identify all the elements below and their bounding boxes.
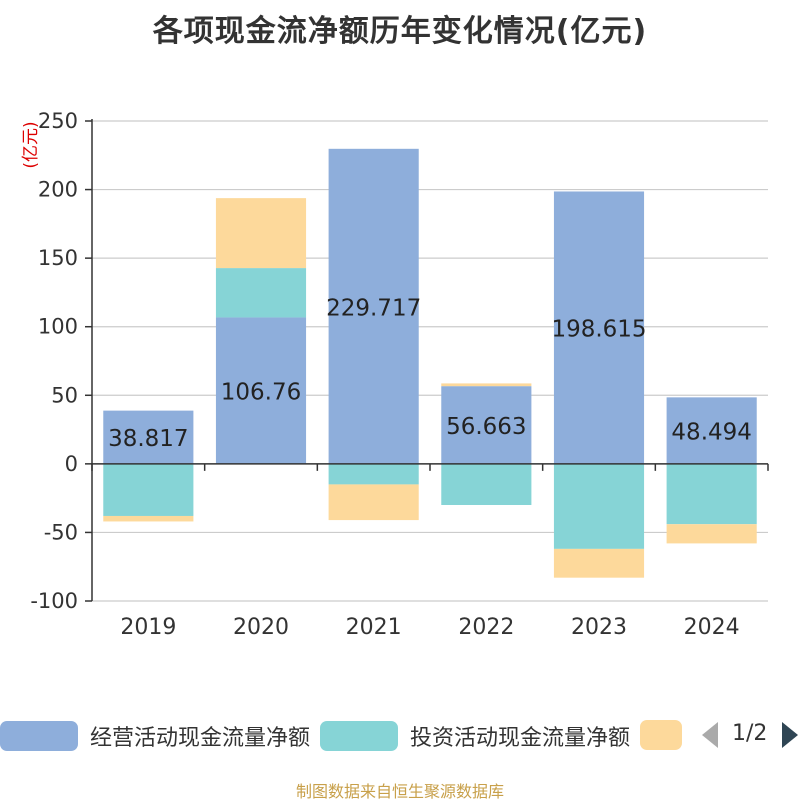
bar-chart: -100 -50 0 50 100 150 200 250 2019 2020 2021 2022 20… — [21, 109, 769, 640]
legend-label-operating: 经营活动现金流量净额 — [90, 726, 311, 751]
bar-segment-series-2 — [328, 484, 419, 521]
bar-segment-series-2 — [103, 515, 194, 522]
bars-layer — [103, 148, 757, 578]
bar-segment-series-0 — [215, 317, 307, 464]
bar-segment-series-0 — [666, 397, 757, 464]
chart-title: 各项现金流净额历年变化情况(亿元) — [152, 14, 648, 49]
legend-item-investing[interactable]: 投资活动现金流量净额 — [320, 720, 630, 752]
bar-segment-series-1 — [103, 463, 194, 516]
y-tick-label: 100 — [38, 315, 78, 339]
x-tick-label: 2022 — [458, 615, 514, 640]
data-label: 38.817 — [108, 426, 188, 452]
bar-segment-series-1 — [553, 463, 645, 549]
y-tick-label: 50 — [51, 383, 78, 407]
legend-swatch-financing — [640, 720, 682, 750]
legend-page-indicator: 1/2 — [732, 721, 768, 746]
bar-segment-series-1 — [441, 463, 532, 505]
data-label: 56.663 — [446, 414, 526, 440]
y-tick-label: 150 — [38, 246, 78, 270]
bar-segment-series-2 — [215, 198, 307, 269]
legend-swatch-operating — [0, 721, 78, 751]
x-tick-label: 2024 — [684, 615, 740, 640]
x-tick-label: 2021 — [346, 615, 402, 640]
bar-segment-series-2 — [553, 548, 645, 578]
bar-segment-series-1 — [666, 463, 757, 525]
legend-next-page-arrow-icon[interactable] — [782, 722, 798, 748]
labels-layer: 38.817 106.76 229.717 56.663 198.615 48.494 — [108, 295, 752, 452]
legend-item-financing[interactable] — [640, 720, 682, 750]
x-tick-label: 2020 — [233, 615, 289, 640]
y-tick-label: -100 — [30, 589, 78, 613]
bar-segment-series-0 — [103, 410, 194, 464]
legend: 经营活动现金流量净额 投资活动现金流量净额 1/2 — [0, 716, 800, 754]
bar-segment-series-1 — [215, 268, 307, 318]
x-tick-label: 2023 — [571, 615, 627, 640]
data-source-note: 制图数据来自恒生聚源数据库 — [295, 782, 504, 801]
bar-segment-series-0 — [441, 386, 532, 464]
data-label: 229.717 — [326, 295, 421, 321]
legend-swatch-investing — [320, 721, 398, 751]
y-tick-label: -50 — [44, 520, 78, 544]
legend-item-operating[interactable]: 经营活动现金流量净额 — [0, 720, 310, 752]
data-label: 106.76 — [221, 380, 301, 406]
y-tick-label: 250 — [38, 109, 78, 133]
bar-segment-series-0 — [328, 148, 419, 464]
y-axis-unit-label: (亿元) — [21, 121, 41, 168]
legend-prev-page-arrow-icon[interactable] — [702, 722, 718, 748]
y-tick-label: 0 — [65, 452, 78, 476]
bar-segment-series-0 — [553, 191, 645, 464]
y-tick-label: 200 — [38, 178, 78, 202]
legend-label-investing: 投资活动现金流量净额 — [410, 726, 631, 751]
bar-segment-series-2 — [441, 383, 532, 387]
data-label: 48.494 — [671, 420, 751, 446]
x-tick-label: 2019 — [120, 615, 176, 640]
data-label: 198.615 — [551, 317, 646, 343]
bar-segment-series-2 — [666, 524, 757, 544]
axis-layer: -100 -50 0 50 100 150 200 250 2019 2020 2021 2022 20… — [30, 109, 769, 640]
bar-segment-series-1 — [328, 463, 419, 485]
